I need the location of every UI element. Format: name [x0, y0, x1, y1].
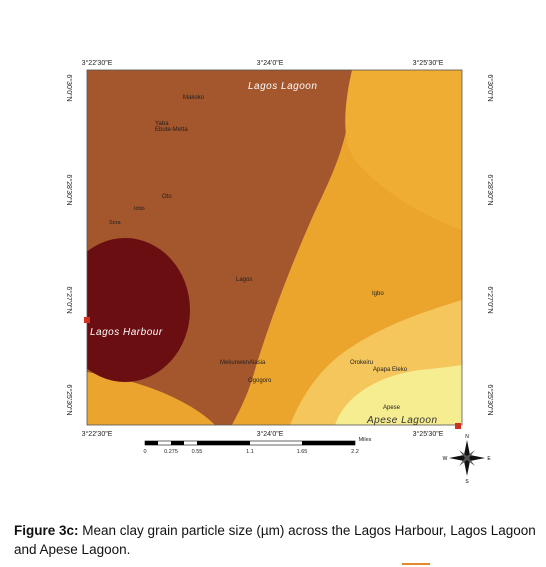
zone [87, 238, 190, 382]
place-label: Oto [162, 194, 172, 200]
place-label: Orokeiru [350, 360, 373, 366]
lon-label: 3°24'0"E [257, 430, 284, 438]
scale-label: 1.65 [297, 449, 308, 455]
lat-label: 6°30'0"N [65, 74, 73, 101]
compass: N S E W [443, 434, 492, 485]
scale-label: 0.55 [192, 449, 203, 455]
lat-label: 6°27'0"N [65, 286, 73, 313]
place-label: Sora [109, 220, 122, 226]
place-label: Makoko [183, 95, 205, 101]
water-label: Lagos Lagoon [248, 81, 317, 92]
accent-line [402, 563, 430, 565]
place-label: Igbo [372, 291, 384, 297]
place-label: MekunwenAlasia [220, 360, 266, 366]
place-label: Yaba [155, 121, 169, 127]
place-label: Ogogoro [248, 378, 272, 384]
scale-label: 2.2 [351, 449, 359, 455]
lat-label: 6°27'0"N [486, 286, 494, 313]
scale-bar: 0 0.275 0.55 1.1 1.65 2.2 Miles [143, 437, 371, 455]
map: 3°22'30"E 3°24'0"E 3°25'30"E 3°22'30"E 3… [65, 59, 494, 485]
place-label: Ebute-Metta [155, 127, 188, 133]
marker [455, 423, 461, 429]
scale-label: 0 [143, 449, 146, 455]
caption-text: Mean clay grain particle size (µm) acros… [14, 523, 536, 557]
lon-label: 3°22'30"E [82, 430, 113, 438]
caption: Figure 3c: Mean clay grain particle size… [14, 521, 536, 559]
scale-label: 1.1 [246, 449, 254, 455]
place-label: Lagos [236, 277, 252, 283]
water-label: Lagos Harbour [90, 327, 163, 338]
lat-label: 6°25'30"N [486, 384, 494, 415]
lat-label: 6°30'0"N [486, 74, 494, 101]
zone [335, 365, 462, 425]
frame [86, 69, 463, 426]
compass-label: N [465, 434, 469, 440]
compass-label: W [443, 456, 448, 462]
lat-label: 6°28'30"N [486, 174, 494, 205]
lon-label: 3°25'30"E [413, 59, 444, 67]
lat-label: 6°25'30"N [65, 384, 73, 415]
scale-label: Miles [359, 437, 372, 443]
compass-label: E [487, 456, 491, 462]
lon-label: 3°22'30"E [82, 59, 113, 67]
marker [84, 317, 90, 323]
scale-label: 0.275 [164, 449, 178, 455]
lon-label: 3°25'30"E [413, 430, 444, 438]
place-label: Apese [383, 405, 401, 411]
zone [345, 70, 462, 230]
caption-label: Figure 3c: [14, 523, 79, 538]
place-label: Apapa Eleko [373, 367, 408, 373]
place-label: Iddo [134, 206, 145, 212]
lat-label: 6°28'30"N [65, 174, 73, 205]
map-surface [87, 70, 462, 425]
water-label: Apese Lagoon [366, 415, 438, 426]
compass-label: S [465, 479, 469, 485]
lon-label: 3°24'0"E [257, 59, 284, 67]
